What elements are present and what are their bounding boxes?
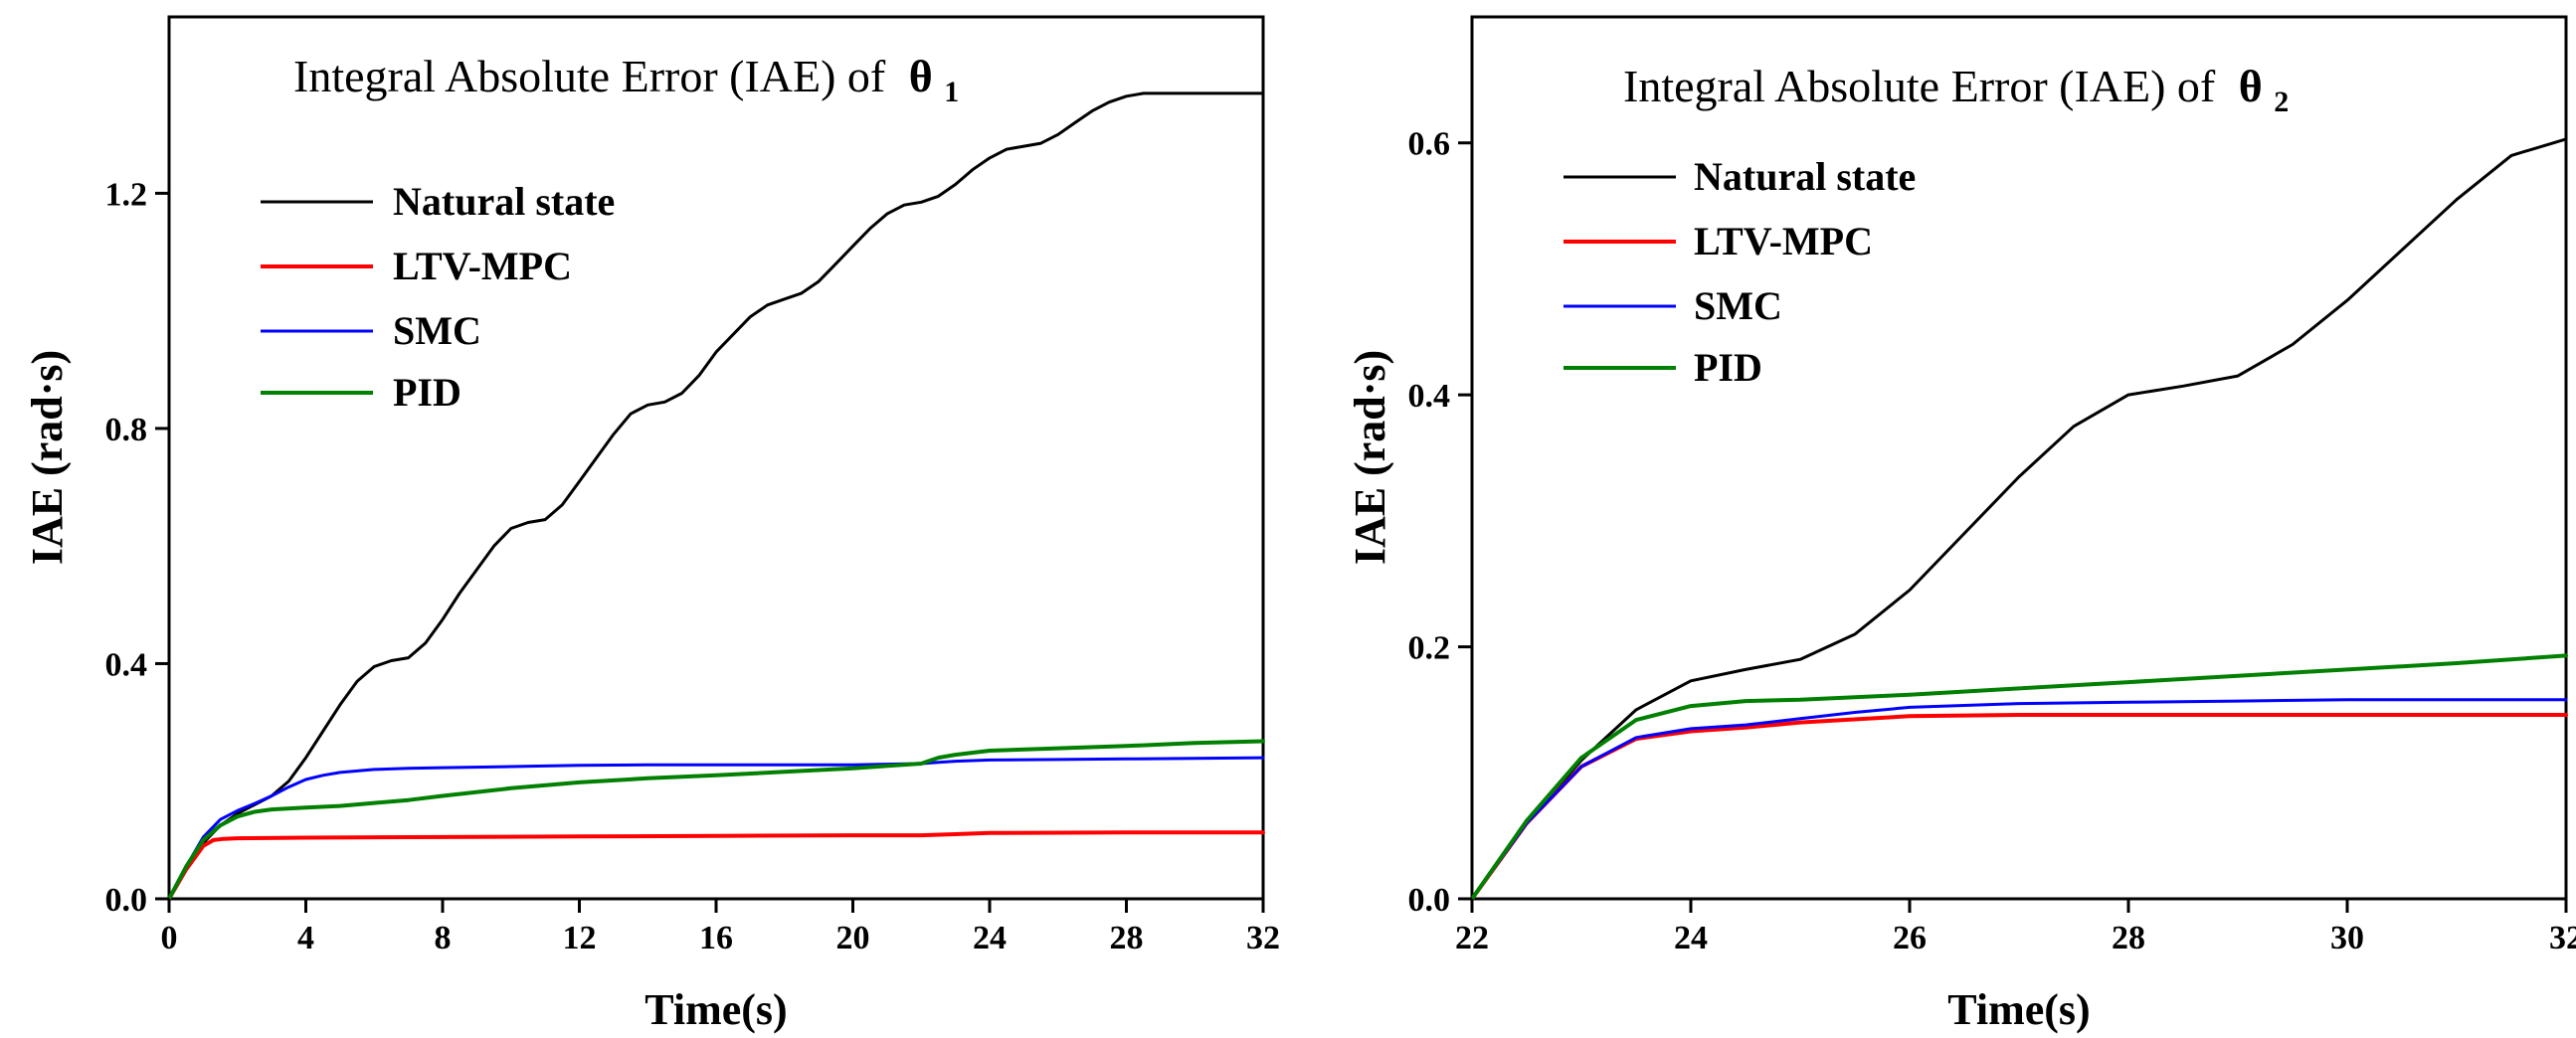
- legend-label-smc: SMC: [393, 308, 481, 353]
- legend: Natural state LTV-MPC SMC PID: [1564, 154, 1916, 390]
- series-line-pid: [167, 739, 1265, 901]
- legend-label-natural-state: Natural state: [393, 179, 615, 224]
- chart-title: Integral Absolute Error (IAE) of θ 2: [1623, 61, 2289, 118]
- x-axis-title: Time(s): [644, 985, 787, 1034]
- x-tick-label: 32: [2549, 920, 2576, 956]
- legend-label-smc: SMC: [1694, 283, 1782, 328]
- chart-theta2: 22 24 26 28 30 32 0.0 0.2 0.4 0.6 Integral Absol…: [1346, 15, 2576, 1034]
- x-tick-label: 20: [836, 920, 870, 956]
- plot-frame: [167, 15, 1265, 901]
- plot-frame: [1470, 15, 2568, 901]
- y-axis-title: IAE (rad·s): [1346, 350, 1394, 565]
- x-tick-label: 8: [435, 920, 452, 956]
- x-tick-label: 24: [1674, 920, 1708, 956]
- y-tick-label: 0.4: [105, 646, 148, 683]
- legend: Natural state LTV-MPC SMC PID: [261, 179, 615, 415]
- legend-label-natural-state: Natural state: [1694, 154, 1916, 199]
- series-line-smc: [1470, 698, 2568, 901]
- x-axis-title: Time(s): [1947, 985, 2090, 1034]
- x-tick-label: 32: [1246, 920, 1280, 956]
- series-line-ltv-mpc: [167, 830, 1265, 901]
- x-ticks: 0 4 8 12 16 20 24 28 32: [161, 899, 1280, 956]
- x-tick-label: 28: [1110, 920, 1144, 956]
- y-tick-label: 0.4: [1408, 378, 1451, 415]
- legend-label-ltv-mpc: LTV-MPC: [1694, 219, 1873, 263]
- legend-label-ltv-mpc: LTV-MPC: [393, 244, 572, 288]
- x-tick-label: 12: [563, 920, 597, 956]
- chart-title: Integral Absolute Error (IAE) of θ 1: [293, 51, 959, 108]
- y-ticks: 0.0 0.4 0.8 1.2: [105, 176, 169, 919]
- y-ticks: 0.0 0.2 0.4 0.6: [1408, 126, 1472, 919]
- x-tick-label: 0: [161, 920, 178, 956]
- y-axis-title: IAE (rad·s): [23, 350, 72, 565]
- series-group: [167, 91, 1265, 901]
- x-tick-label: 30: [2330, 920, 2364, 956]
- y-tick-label: 0.0: [105, 882, 148, 919]
- y-tick-label: 0.6: [1408, 126, 1451, 163]
- series-line-natural-state: [1470, 137, 2568, 901]
- legend-label-pid: PID: [1694, 345, 1762, 390]
- x-tick-label: 4: [297, 920, 314, 956]
- x-tick-label: 26: [1893, 920, 1927, 956]
- y-tick-label: 0.8: [105, 412, 148, 448]
- series-line-smc: [167, 756, 1265, 901]
- series-group: [1470, 137, 2568, 901]
- x-tick-label: 22: [1455, 920, 1489, 956]
- series-line-pid: [1470, 653, 2568, 901]
- y-tick-label: 1.2: [105, 176, 148, 213]
- series-line-natural-state: [167, 91, 1265, 901]
- chart-theta1: 0 4 8 12 16 20 24 28 32 0.0 0.4 0.8 1.2 Integral Ab…: [23, 15, 1280, 1034]
- y-tick-label: 0.0: [1408, 882, 1451, 919]
- x-tick-label: 28: [2112, 920, 2145, 956]
- y-tick-label: 0.2: [1408, 630, 1451, 667]
- legend-label-pid: PID: [393, 370, 461, 415]
- series-line-ltv-mpc: [1470, 713, 2568, 901]
- x-tick-label: 16: [699, 920, 733, 956]
- x-ticks: 22 24 26 28 30 32: [1455, 899, 2576, 956]
- x-tick-label: 24: [973, 920, 1007, 956]
